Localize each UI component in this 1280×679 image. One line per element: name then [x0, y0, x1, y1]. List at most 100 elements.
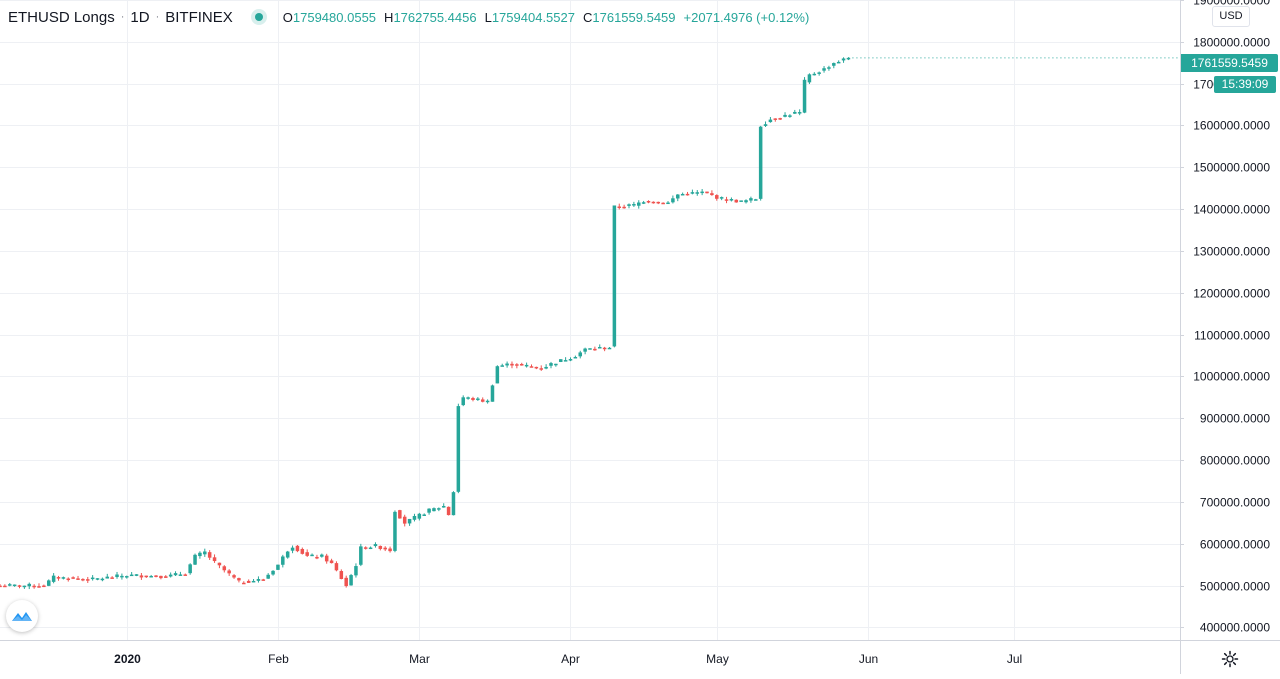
candle-body: [754, 199, 758, 201]
candle-body: [412, 515, 417, 520]
candle-body: [144, 575, 149, 578]
candle-body: [266, 574, 270, 579]
x-tick-label: Feb: [268, 652, 289, 666]
candle-body: [505, 363, 509, 366]
candle-body: [47, 580, 51, 586]
candle-body: [661, 202, 665, 205]
candle-body: [476, 398, 480, 401]
gear-icon: [1221, 650, 1239, 668]
candle-body: [593, 348, 597, 351]
exchange-label: BITFINEX: [165, 8, 233, 26]
candle-body: [66, 578, 71, 581]
candle-body: [246, 580, 251, 583]
candle-body: [354, 566, 358, 576]
y-tick-label: 1800000.0000: [1193, 36, 1270, 50]
candle-body: [183, 574, 188, 576]
candle-body: [110, 577, 114, 579]
candle-body: [207, 552, 212, 558]
candle-body: [602, 347, 607, 350]
candle-body: [217, 562, 222, 566]
ohlc-low: L1759404.5527: [485, 10, 575, 25]
legend-separator-2: ·: [155, 11, 160, 23]
candle-body: [822, 68, 826, 71]
candle-body: [558, 359, 563, 362]
y-tick-label: 1900000.0000: [1193, 0, 1270, 8]
candle-body: [310, 554, 314, 557]
candle-body: [744, 200, 748, 203]
candle-body: [149, 575, 153, 578]
x-tick-label: Mar: [409, 652, 430, 666]
candle-body: [719, 197, 724, 199]
candle-body: [490, 385, 495, 402]
candle-body: [495, 366, 500, 384]
candle-body: [500, 365, 504, 367]
candle-body: [295, 545, 300, 552]
candle-body: [656, 201, 661, 204]
candle-body: [139, 575, 144, 578]
settings-gear-icon[interactable]: [1218, 648, 1242, 670]
candle-body: [549, 363, 553, 366]
tradingview-logo-icon[interactable]: [6, 600, 38, 632]
candle-body: [734, 199, 739, 203]
candle-body: [739, 200, 743, 202]
candle-body: [773, 118, 778, 120]
candle-body: [198, 552, 202, 557]
ohlc-close: C1761559.5459: [583, 10, 676, 25]
y-tick-label: 1400000.0000: [1193, 203, 1270, 217]
currency-button[interactable]: USD: [1212, 6, 1250, 27]
candle-body: [159, 575, 163, 579]
candle-body: [700, 191, 704, 194]
candle-body: [90, 577, 95, 580]
candle-body: [539, 368, 543, 370]
candle-body: [95, 578, 100, 580]
candle-body: [120, 575, 124, 578]
candle-body: [724, 199, 729, 201]
symbol-name[interactable]: ETHUSD Longs: [8, 8, 115, 26]
candle-body: [461, 397, 465, 406]
candle-body: [554, 363, 558, 366]
candle-body: [524, 364, 529, 367]
candle-body: [778, 118, 782, 120]
ohlc-close-key: C: [582, 9, 593, 25]
ohlc-low-value: 1759404.5527: [491, 9, 575, 25]
candle-body: [456, 406, 461, 492]
candle-body: [832, 63, 836, 66]
candle-body: [568, 359, 573, 361]
candle-body: [607, 347, 612, 350]
candle-body: [320, 554, 324, 557]
candle-body: [154, 575, 158, 577]
candle-body: [695, 192, 700, 194]
candle-body: [802, 79, 807, 113]
candle-body: [134, 574, 139, 576]
candle-body: [368, 547, 373, 550]
candle-body: [451, 492, 456, 516]
candle-body: [812, 73, 817, 76]
y-tick-label: 1100000.0000: [1194, 329, 1270, 343]
candle-body: [393, 511, 397, 551]
market-status-dot-icon: [254, 13, 263, 21]
candle-body: [788, 115, 792, 117]
candle-body: [324, 555, 329, 562]
candle-body: [256, 579, 261, 581]
candle-body: [510, 363, 514, 366]
chart-legend: ETHUSD Longs · 1D · BITFINEX O1759480.05…: [8, 7, 815, 27]
candle-body: [437, 508, 441, 510]
candle-body: [846, 57, 851, 60]
y-tick-label: 1200000.0000: [1193, 287, 1270, 301]
candle-body: [363, 547, 368, 549]
candle-body: [203, 551, 207, 555]
candle-body: [86, 579, 90, 581]
candle-body: [222, 566, 227, 571]
candle-body: [690, 192, 695, 194]
candle-body: [71, 577, 75, 579]
candle-body: [710, 193, 714, 196]
candle-body: [164, 576, 168, 578]
candle-body: [42, 585, 46, 588]
candle-body: [817, 72, 821, 74]
candle-body: [627, 204, 631, 206]
interval-label[interactable]: 1D: [130, 8, 150, 26]
candle-body: [81, 578, 85, 581]
candle-body: [632, 204, 636, 206]
